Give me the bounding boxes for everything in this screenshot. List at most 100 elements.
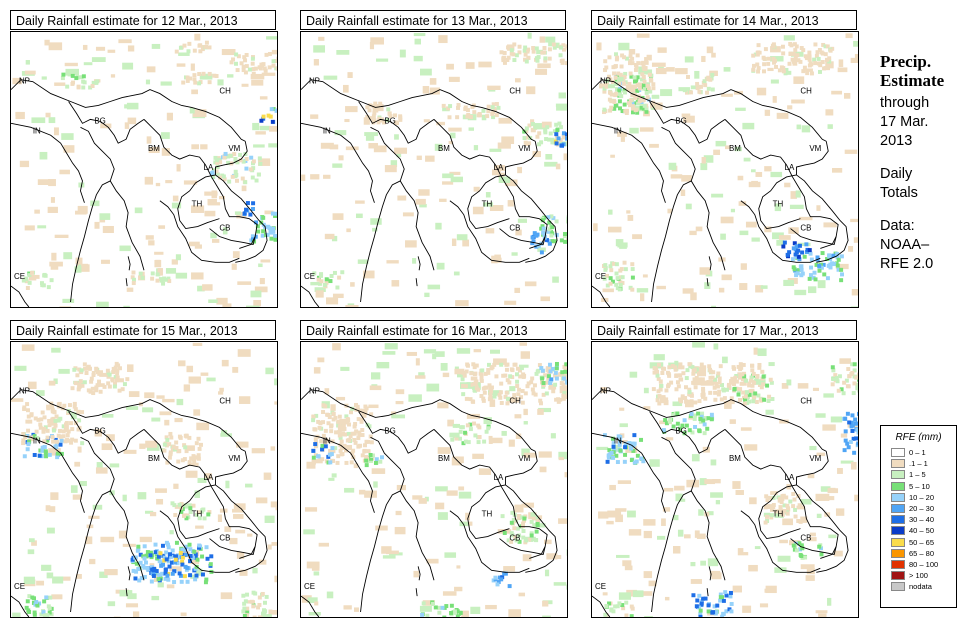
rainfall-map: NP CH IN BG BM VM LA TH CB CE <box>591 31 859 308</box>
country-label-in: IN <box>323 126 331 135</box>
country-label-ch: CH <box>509 397 521 406</box>
legend-label: 30 – 40 <box>909 515 935 525</box>
panel-title: Daily Rainfall estimate for 17 Mar., 201… <box>591 320 857 340</box>
legend-label: 0 – 1 <box>909 448 926 458</box>
legend-swatch <box>891 481 905 491</box>
legend-swatch <box>891 470 905 480</box>
legend-row: 20 – 30 <box>881 503 956 514</box>
country-label-bg: BG <box>94 116 105 125</box>
legend-swatch <box>891 492 905 502</box>
panel-title: Daily Rainfall estimate for 12 Mar., 201… <box>10 10 276 30</box>
panel-title: Daily Rainfall estimate for 13 Mar., 201… <box>300 10 566 30</box>
country-label-np: NP <box>309 77 320 86</box>
country-label-th: TH <box>482 510 493 519</box>
country-label-la: LA <box>494 163 504 172</box>
country-label-ce: CE <box>14 272 25 281</box>
country-label-la: LA <box>494 473 504 482</box>
legend-swatch <box>891 526 905 536</box>
legend-label: 40 – 50 <box>909 526 935 536</box>
country-boundaries <box>11 79 268 307</box>
legend-label: 50 – 65 <box>909 537 935 547</box>
country-label-np: NP <box>600 77 611 86</box>
legend-row: 1 – 5 <box>881 469 956 480</box>
legend-title: RFE (mm) <box>895 432 942 443</box>
caption-data-line2: NOAA– <box>880 237 930 253</box>
country-label-np: NP <box>19 77 30 86</box>
caption-daily-line1: Daily <box>880 166 913 182</box>
legend-swatch <box>891 504 905 514</box>
country-boundaries <box>301 389 558 617</box>
country-label-ch: CH <box>219 87 231 96</box>
map-panel-1: Daily Rainfall estimate for 12 Mar., 201… <box>10 10 278 308</box>
caption-date-line2: 2013 <box>880 133 913 149</box>
panel-title: Daily Rainfall estimate for 14 Mar., 201… <box>591 10 857 30</box>
country-label-ch: CH <box>509 87 521 96</box>
country-label-cb: CB <box>509 224 520 233</box>
country-label-ch: CH <box>219 397 231 406</box>
legend-swatch <box>891 582 905 592</box>
country-label-la: LA <box>785 163 795 172</box>
country-label-ce: CE <box>595 272 606 281</box>
legend-swatch <box>891 515 905 525</box>
legend-row: 40 – 50 <box>881 525 956 536</box>
legend-row: 50 – 65 <box>881 537 956 548</box>
country-boundaries <box>11 389 268 617</box>
legend-label: 1 – 5 <box>909 470 926 480</box>
country-label-in: IN <box>33 126 41 135</box>
rainfall-map: NP CH IN BG BM VM LA TH CB CE <box>591 341 859 618</box>
country-label-th: TH <box>192 200 203 209</box>
legend-swatch <box>891 459 905 469</box>
country-label-bg: BG <box>675 426 686 435</box>
map-panel-6: Daily Rainfall estimate for 17 Mar., 201… <box>591 320 859 618</box>
legend-row: .1 – 1 <box>881 458 956 469</box>
country-boundaries <box>592 79 849 307</box>
caption-daily-line2: Totals <box>880 185 918 201</box>
country-label-th: TH <box>482 200 493 209</box>
legend-label: > 100 <box>909 571 928 581</box>
legend-swatch <box>891 548 905 558</box>
country-label-ch: CH <box>800 397 812 406</box>
map-panel-5: Daily Rainfall estimate for 16 Mar., 201… <box>300 320 568 618</box>
legend-row: 0 – 1 <box>881 447 956 458</box>
country-boundaries <box>301 79 558 307</box>
caption-through: through <box>880 95 930 111</box>
legend-label: nodata <box>909 582 932 592</box>
legend-label: 65 – 80 <box>909 548 935 558</box>
country-label-in: IN <box>33 436 41 445</box>
precip-cells <box>596 342 858 617</box>
country-label-ce: CE <box>595 582 606 591</box>
country-label-cb: CB <box>219 534 230 543</box>
legend-row: nodata <box>881 581 956 592</box>
country-label-np: NP <box>19 387 30 396</box>
legend-label: 10 – 20 <box>909 492 935 502</box>
rainfall-map: NP CH IN BG BM VM LA TH CB CE <box>10 31 278 308</box>
country-label-bm: BM <box>729 144 741 153</box>
country-label-la: LA <box>204 473 214 482</box>
country-label-ce: CE <box>304 582 315 591</box>
rainfall-map: NP CH IN BG BM VM LA TH CB CE <box>10 341 278 618</box>
legend-swatch <box>891 448 905 458</box>
country-label-bm: BM <box>148 144 160 153</box>
country-label-vm: VM <box>518 144 530 153</box>
country-label-la: LA <box>785 473 795 482</box>
legend-row: 65 – 80 <box>881 548 956 559</box>
country-label-vm: VM <box>228 144 240 153</box>
country-label-ce: CE <box>304 272 315 281</box>
legend-swatch <box>891 571 905 581</box>
precip-cells <box>301 32 567 307</box>
legend-row: 10 – 20 <box>881 492 956 503</box>
country-label-bm: BM <box>148 454 160 463</box>
country-label-la: LA <box>204 163 214 172</box>
country-boundaries <box>592 389 849 617</box>
country-label-bm: BM <box>729 454 741 463</box>
country-label-bm: BM <box>438 144 450 153</box>
country-label-vm: VM <box>809 144 821 153</box>
caption-data-line1: Data: <box>880 218 915 234</box>
precip-cells <box>593 33 858 307</box>
country-label-ce: CE <box>14 582 25 591</box>
legend-row: > 100 <box>881 570 956 581</box>
legend-label: 80 – 100 <box>909 559 939 569</box>
legend-row: 5 – 10 <box>881 481 956 492</box>
panel-title: Daily Rainfall estimate for 16 Mar., 201… <box>300 320 566 340</box>
